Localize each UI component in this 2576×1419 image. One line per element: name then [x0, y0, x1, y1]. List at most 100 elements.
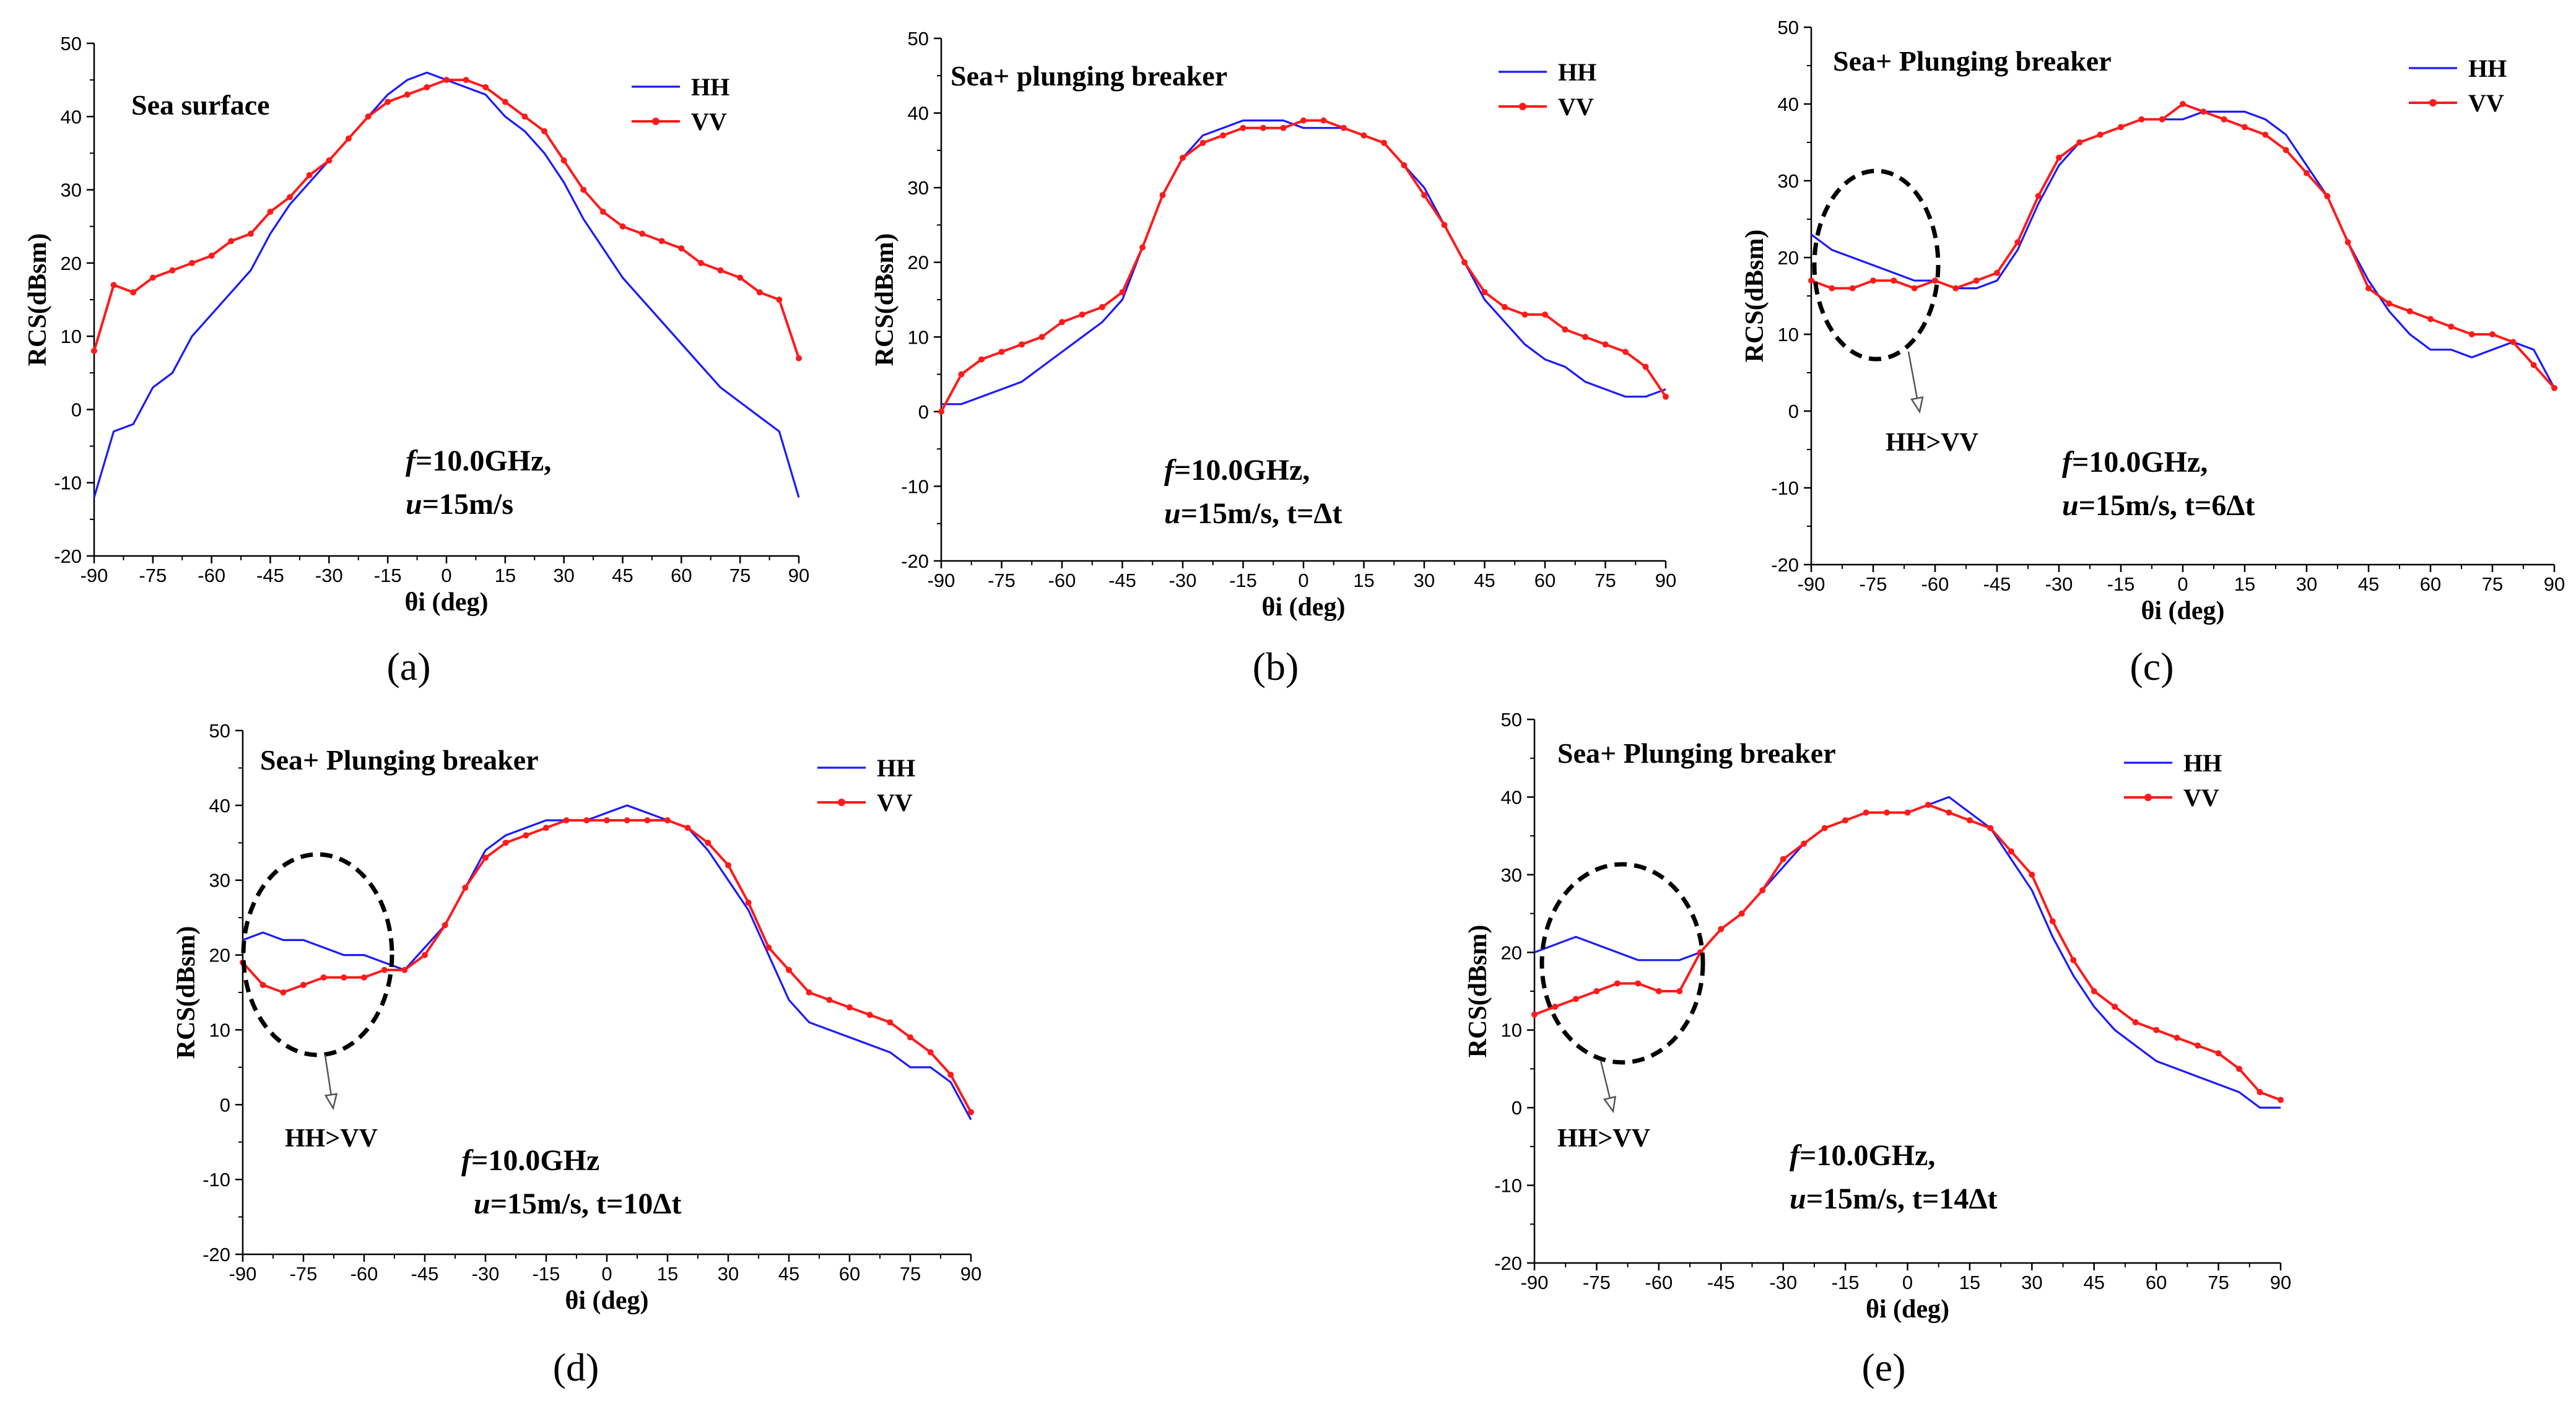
x-tick-label: 0 — [441, 565, 451, 586]
y-tick-label: 50 — [1501, 709, 1522, 731]
vv-point — [1676, 988, 1683, 994]
vv-point — [624, 817, 630, 824]
vv-point — [341, 974, 347, 981]
panel-title: Sea+ Plunging breaker — [260, 744, 539, 776]
vv-point — [1808, 277, 1814, 284]
vv-point — [1582, 334, 1588, 341]
vv-point — [2304, 170, 2310, 176]
vv-point — [1655, 988, 1662, 994]
vv-point — [2014, 239, 2021, 246]
y-tick-label: -10 — [1771, 477, 1799, 499]
vv-point — [543, 825, 549, 831]
vv-point — [502, 840, 509, 846]
y-tick-label: 50 — [209, 720, 230, 742]
vv-point — [968, 1109, 974, 1116]
vv-point — [697, 259, 704, 266]
vv-point — [2180, 101, 2186, 107]
x-tick-label: 15 — [2234, 573, 2255, 595]
vv-point — [541, 128, 548, 134]
vv-point — [2221, 116, 2227, 123]
x-tick-label: 75 — [1595, 570, 1616, 591]
vv-point — [2091, 988, 2097, 994]
panel-title: Sea+ Plunging breaker — [1833, 45, 2112, 77]
x-tick-label: 0 — [2177, 573, 2188, 595]
vv-point — [2468, 331, 2475, 337]
y-tick-label: -10 — [901, 475, 929, 497]
vv-point — [664, 817, 671, 824]
series-line-hh — [242, 804, 972, 1121]
vv-point — [300, 981, 307, 988]
x-tick-label: 90 — [960, 1263, 981, 1285]
vv-point — [1738, 910, 1745, 917]
vv-point — [442, 922, 448, 929]
vv-point — [1602, 341, 1609, 348]
vv-point — [1119, 289, 1126, 295]
x-tick-label: -45 — [1707, 1272, 1735, 1293]
y-tick-label: 40 — [209, 795, 230, 817]
y-tick-label: 40 — [1501, 786, 1522, 808]
vv-point — [1562, 326, 1569, 333]
vv-point — [1079, 311, 1086, 318]
vv-point — [1461, 259, 1468, 266]
vv-point — [765, 944, 772, 951]
vv-point — [619, 223, 626, 230]
x-tick-label: 30 — [2296, 573, 2317, 595]
vv-point — [1360, 132, 1367, 139]
chart-panel-1: -20 -10 0 10 20 30 40 50 -90 -75 -60 -45 -30 -15 0 15 30… — [24, 33, 809, 688]
vv-point — [91, 347, 97, 354]
vv-point — [2153, 1026, 2160, 1033]
vv-point — [786, 966, 792, 973]
vv-point — [583, 817, 590, 824]
legend-marker — [1519, 103, 1526, 110]
vv-point — [705, 840, 711, 846]
series-line-hh — [941, 119, 1666, 406]
x-tick-label: 60 — [2420, 573, 2441, 595]
x-tick-label: -75 — [290, 1263, 318, 1285]
x-tick-label: -90 — [928, 570, 955, 591]
x-tick-label: 60 — [1534, 570, 1556, 591]
vv-point — [2029, 871, 2035, 878]
x-tick-label: 75 — [729, 565, 751, 586]
legend-label-vv: VV — [877, 789, 913, 817]
y-tick-label: 50 — [61, 33, 82, 54]
annotation-frequency: f=10.0GHz, — [1164, 454, 1310, 487]
vv-point — [1552, 1004, 1559, 1010]
callout-arrow-head — [1910, 396, 1924, 414]
x-tick-label: 30 — [718, 1263, 739, 1285]
vv-point — [345, 135, 352, 142]
vv-point — [1642, 363, 1649, 370]
vv-point — [639, 230, 646, 237]
x-tick-label: -30 — [1769, 1272, 1797, 1293]
x-tick-label: -30 — [2045, 573, 2073, 595]
vv-point — [2530, 362, 2537, 368]
vv-point — [2386, 300, 2393, 307]
x-tick-label: -60 — [198, 565, 225, 586]
vv-point — [887, 1019, 894, 1026]
x-tick-label: 45 — [778, 1263, 799, 1285]
panel-caption: (a) — [386, 644, 430, 688]
legend-label-vv: VV — [2183, 784, 2219, 812]
chart-panel-4: -20 -10 0 10 20 30 40 50 -90 -75 -60 -45 -30 -15 0 15 30… — [172, 720, 981, 1389]
y-tick-label: 40 — [1778, 93, 1799, 115]
vv-point — [2049, 918, 2056, 925]
vv-point — [208, 253, 215, 259]
vv-point — [737, 274, 744, 281]
vv-point — [998, 349, 1005, 355]
vv-point — [580, 186, 587, 193]
panel-title: Sea+ Plunging breaker — [1557, 737, 1836, 769]
y-tick-label: 30 — [1778, 170, 1799, 192]
vv-point — [2551, 384, 2557, 391]
y-tick-label: 40 — [61, 106, 82, 128]
annotation-wind-time: u=15m/s, t=14Δt — [1790, 1182, 1997, 1215]
vv-point — [361, 974, 367, 981]
y-tick-label: 30 — [1501, 864, 1522, 886]
vv-point — [1320, 117, 1327, 124]
vv-point — [2174, 1035, 2180, 1041]
vv-point — [2070, 957, 2077, 963]
vv-point — [169, 267, 176, 274]
vv-point — [1099, 304, 1105, 311]
vv-point — [2262, 131, 2269, 138]
vv-point — [599, 209, 606, 215]
vv-point — [521, 113, 528, 120]
y-tick-label: 10 — [1778, 324, 1799, 345]
